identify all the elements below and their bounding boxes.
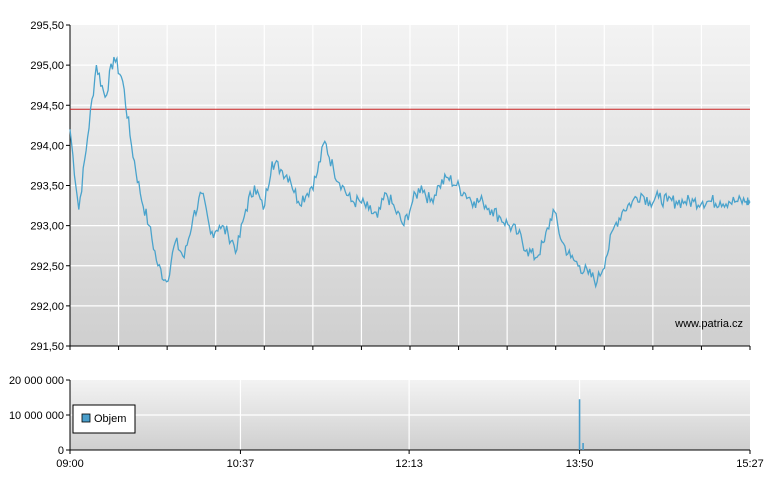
volume-x-tick-label: 12:13 bbox=[395, 458, 423, 470]
price-y-ticks: 295,50 295,00 294,50 294,00 293,50 293,00 292,… bbox=[30, 20, 70, 353]
price-y-tick-label: 292,00 bbox=[30, 301, 64, 313]
price-y-tick-label: 294,50 bbox=[30, 100, 64, 112]
price-panel: 295,50 295,00 294,50 294,00 293,50 293,00 292,… bbox=[30, 20, 751, 353]
price-y-tick-label: 293,50 bbox=[30, 181, 64, 193]
price-x-tick-marks bbox=[69, 346, 751, 350]
price-y-tick-label: 295,50 bbox=[30, 20, 64, 32]
price-y-tick-label: 294,00 bbox=[30, 140, 64, 152]
volume-y-tick-label: 10 000 000 bbox=[9, 410, 64, 422]
watermark-text: www.patria.cz bbox=[674, 318, 743, 330]
volume-y-tick-label: 0 bbox=[58, 445, 64, 457]
volume-x-ticks: 09:00 10:37 12:13 13:50 15:27 bbox=[56, 450, 764, 470]
volume-legend: Objem bbox=[72, 404, 136, 434]
volume-y-ticks: 20 000 000 10 000 000 0 bbox=[9, 375, 70, 457]
price-y-tick-label: 292,50 bbox=[30, 261, 64, 273]
volume-x-tick-label: 09:00 bbox=[56, 458, 84, 470]
volume-bars bbox=[578, 399, 584, 450]
legend-swatch bbox=[81, 413, 91, 423]
price-y-tick-label: 295,00 bbox=[30, 60, 64, 72]
price-series-line bbox=[69, 55, 751, 289]
volume-x-tick-label: 13:50 bbox=[566, 458, 594, 470]
volume-x-tick-label: 15:27 bbox=[736, 458, 764, 470]
volume-y-tick-label: 20 000 000 bbox=[9, 375, 64, 387]
volume-panel: 20 000 000 10 000 000 0 09:00 10:37 12:13 13:… bbox=[9, 375, 764, 470]
volume-x-tick-label: 10:37 bbox=[227, 458, 255, 470]
price-y-tick-label: 291,50 bbox=[30, 341, 64, 353]
volume-bar bbox=[582, 443, 584, 450]
legend-label: Objem bbox=[94, 413, 126, 425]
price-y-tick-label: 293,00 bbox=[30, 221, 64, 233]
volume-bar bbox=[578, 399, 581, 450]
